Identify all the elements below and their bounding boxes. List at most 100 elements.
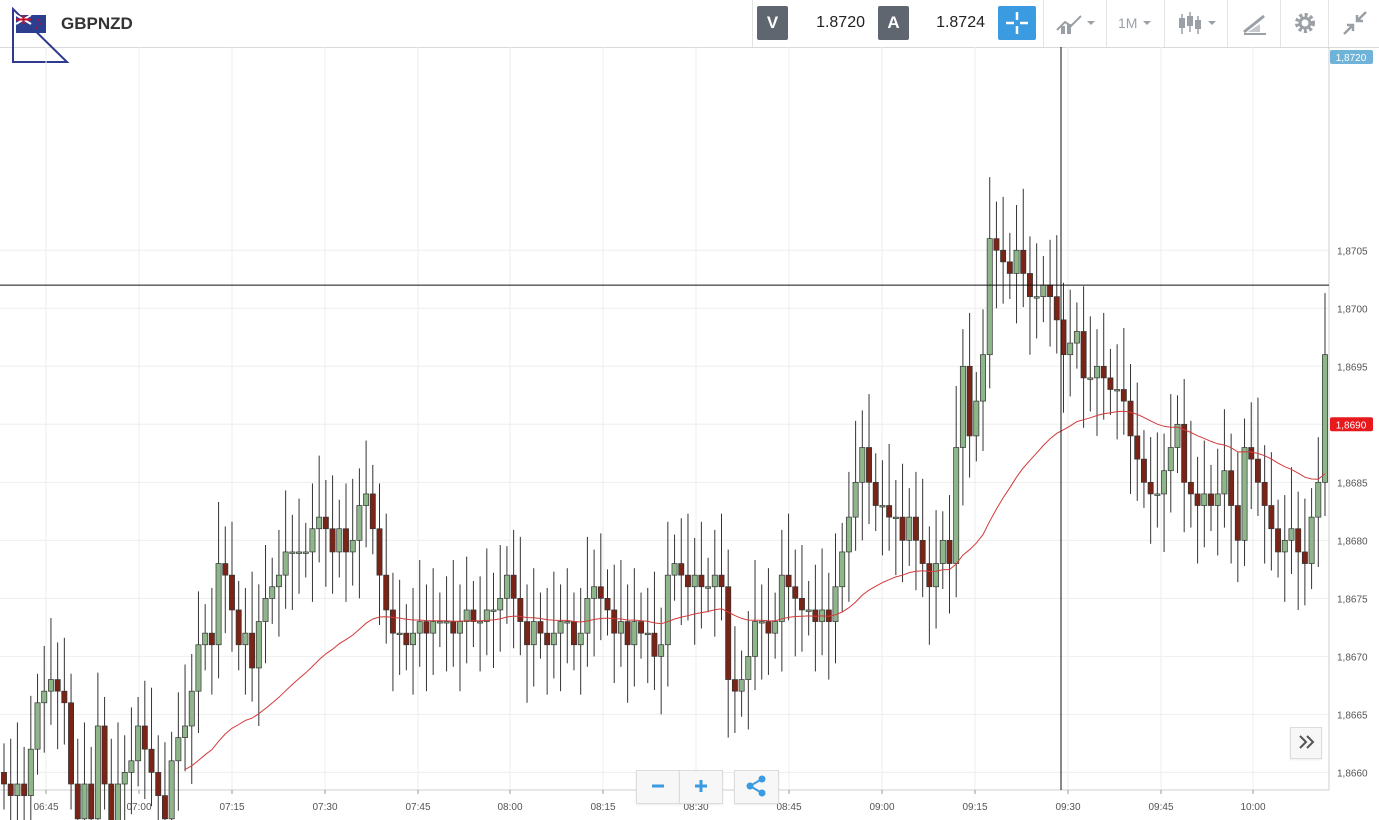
candle-body	[1, 772, 7, 785]
x-tick-label: 07:45	[405, 802, 430, 813]
ask-value[interactable]: 1.8724	[936, 14, 985, 31]
candle-body	[275, 574, 282, 588]
candle-body	[410, 632, 416, 646]
candle-body	[403, 632, 410, 646]
candle-body	[262, 597, 269, 622]
candle-body	[222, 563, 229, 576]
candle-body	[725, 586, 732, 680]
symbol-title: GBPNZD	[61, 14, 133, 33]
candle-body	[470, 609, 477, 622]
x-tick-label: 07:30	[312, 802, 337, 813]
timeframe-label: 1M	[1118, 15, 1138, 31]
share-icon	[746, 775, 766, 797]
chart-area[interactable]: 1,8660 1,8665 1,8670 1,8675 1,8680 1,8685 1,86…	[0, 47, 1379, 820]
collapse-icon	[1343, 11, 1367, 35]
current-price-tag	[1330, 417, 1373, 432]
candle-body	[14, 783, 21, 796]
bid-label[interactable]: V	[757, 6, 788, 40]
scroll-right-icon	[1299, 735, 1315, 749]
crosshair-button[interactable]	[998, 6, 1036, 40]
draw-button[interactable]	[1238, 6, 1272, 40]
y-tick-label: 1,8695	[1337, 362, 1368, 373]
draw-icon	[1243, 14, 1266, 35]
candle-body	[41, 690, 48, 704]
candle-body	[1181, 423, 1188, 483]
candle-body	[108, 783, 115, 820]
candle-body	[349, 539, 356, 553]
x-tick-label: 10:00	[1240, 802, 1265, 813]
ask-label[interactable]: A	[878, 6, 909, 40]
candle-body	[785, 574, 792, 588]
collapse-button[interactable]	[1338, 6, 1372, 40]
x-tick-label: 07:15	[219, 802, 244, 813]
share-button[interactable]	[734, 770, 779, 804]
candle-body	[235, 609, 242, 646]
candle-body	[872, 481, 879, 506]
candle-body	[1167, 447, 1174, 472]
candle-body	[537, 621, 544, 634]
candle-body	[731, 679, 738, 692]
indicators-button[interactable]	[1055, 6, 1100, 40]
candle-body	[269, 586, 276, 599]
y-tick-label: 1,8680	[1337, 536, 1368, 547]
candle-body	[208, 632, 215, 646]
candle-body	[229, 574, 235, 611]
candle-body	[919, 539, 926, 564]
scroll-right-button[interactable]	[1290, 727, 1322, 759]
candle-body	[1060, 319, 1067, 356]
zoom-out-button[interactable]	[636, 770, 680, 804]
candle-body	[282, 551, 289, 576]
zoom-in-button[interactable]	[679, 770, 723, 804]
candle-body	[738, 679, 745, 692]
candle-body	[953, 447, 960, 564]
candle-body	[1073, 331, 1080, 344]
candle-body	[74, 783, 81, 820]
y-tick-label: 1,8700	[1337, 304, 1368, 315]
candle-body	[1228, 470, 1235, 506]
candle-body	[343, 528, 349, 553]
candle-body	[571, 621, 577, 646]
toolbar: GBPNZD V 1.8720 A 1.8724 1M	[0, 0, 1379, 63]
candle-body	[1254, 458, 1261, 483]
candle-body	[389, 609, 396, 634]
candle-body	[463, 609, 470, 622]
candle-body	[913, 516, 919, 541]
candle-body	[329, 528, 336, 553]
candle-body	[175, 737, 182, 762]
candle-body	[1281, 539, 1288, 553]
candle-body	[772, 621, 779, 634]
candle-body	[1107, 377, 1114, 390]
candle-body	[678, 563, 685, 576]
candle-body	[477, 621, 484, 624]
candle-body	[242, 632, 249, 646]
candle-body	[7, 783, 14, 796]
chart-type-button[interactable]	[1176, 6, 1221, 40]
y-tick-label: 1,8675	[1337, 594, 1368, 605]
candle-body	[832, 586, 839, 622]
candle-body	[47, 679, 54, 692]
candle-body	[557, 621, 564, 634]
candle-body	[61, 690, 68, 704]
settings-button[interactable]	[1290, 6, 1320, 40]
bid-value[interactable]: 1.8720	[816, 14, 865, 31]
candle-body	[135, 725, 142, 762]
candle-body	[866, 447, 872, 483]
gear-icon	[1295, 13, 1315, 33]
candle-body	[1120, 389, 1127, 402]
candle-body	[879, 505, 886, 508]
timeframe-button[interactable]: 1M	[1118, 6, 1158, 40]
crosshair-icon	[1006, 12, 1028, 34]
candle-body	[168, 760, 175, 820]
candle-body	[805, 609, 812, 612]
candle-body	[88, 783, 95, 820]
candle-body	[591, 586, 598, 599]
candle-body	[155, 772, 162, 796]
candle-body	[215, 563, 222, 646]
candle-body	[691, 574, 698, 588]
top-price-tag	[1330, 50, 1373, 64]
price-chart[interactable]: 1,8660 1,8665 1,8670 1,8675 1,8680 1,8685 1,86…	[0, 47, 1379, 820]
candle-body	[980, 354, 986, 402]
candle-body	[1301, 551, 1308, 564]
candle-body	[597, 586, 604, 599]
candle-body	[510, 574, 517, 599]
